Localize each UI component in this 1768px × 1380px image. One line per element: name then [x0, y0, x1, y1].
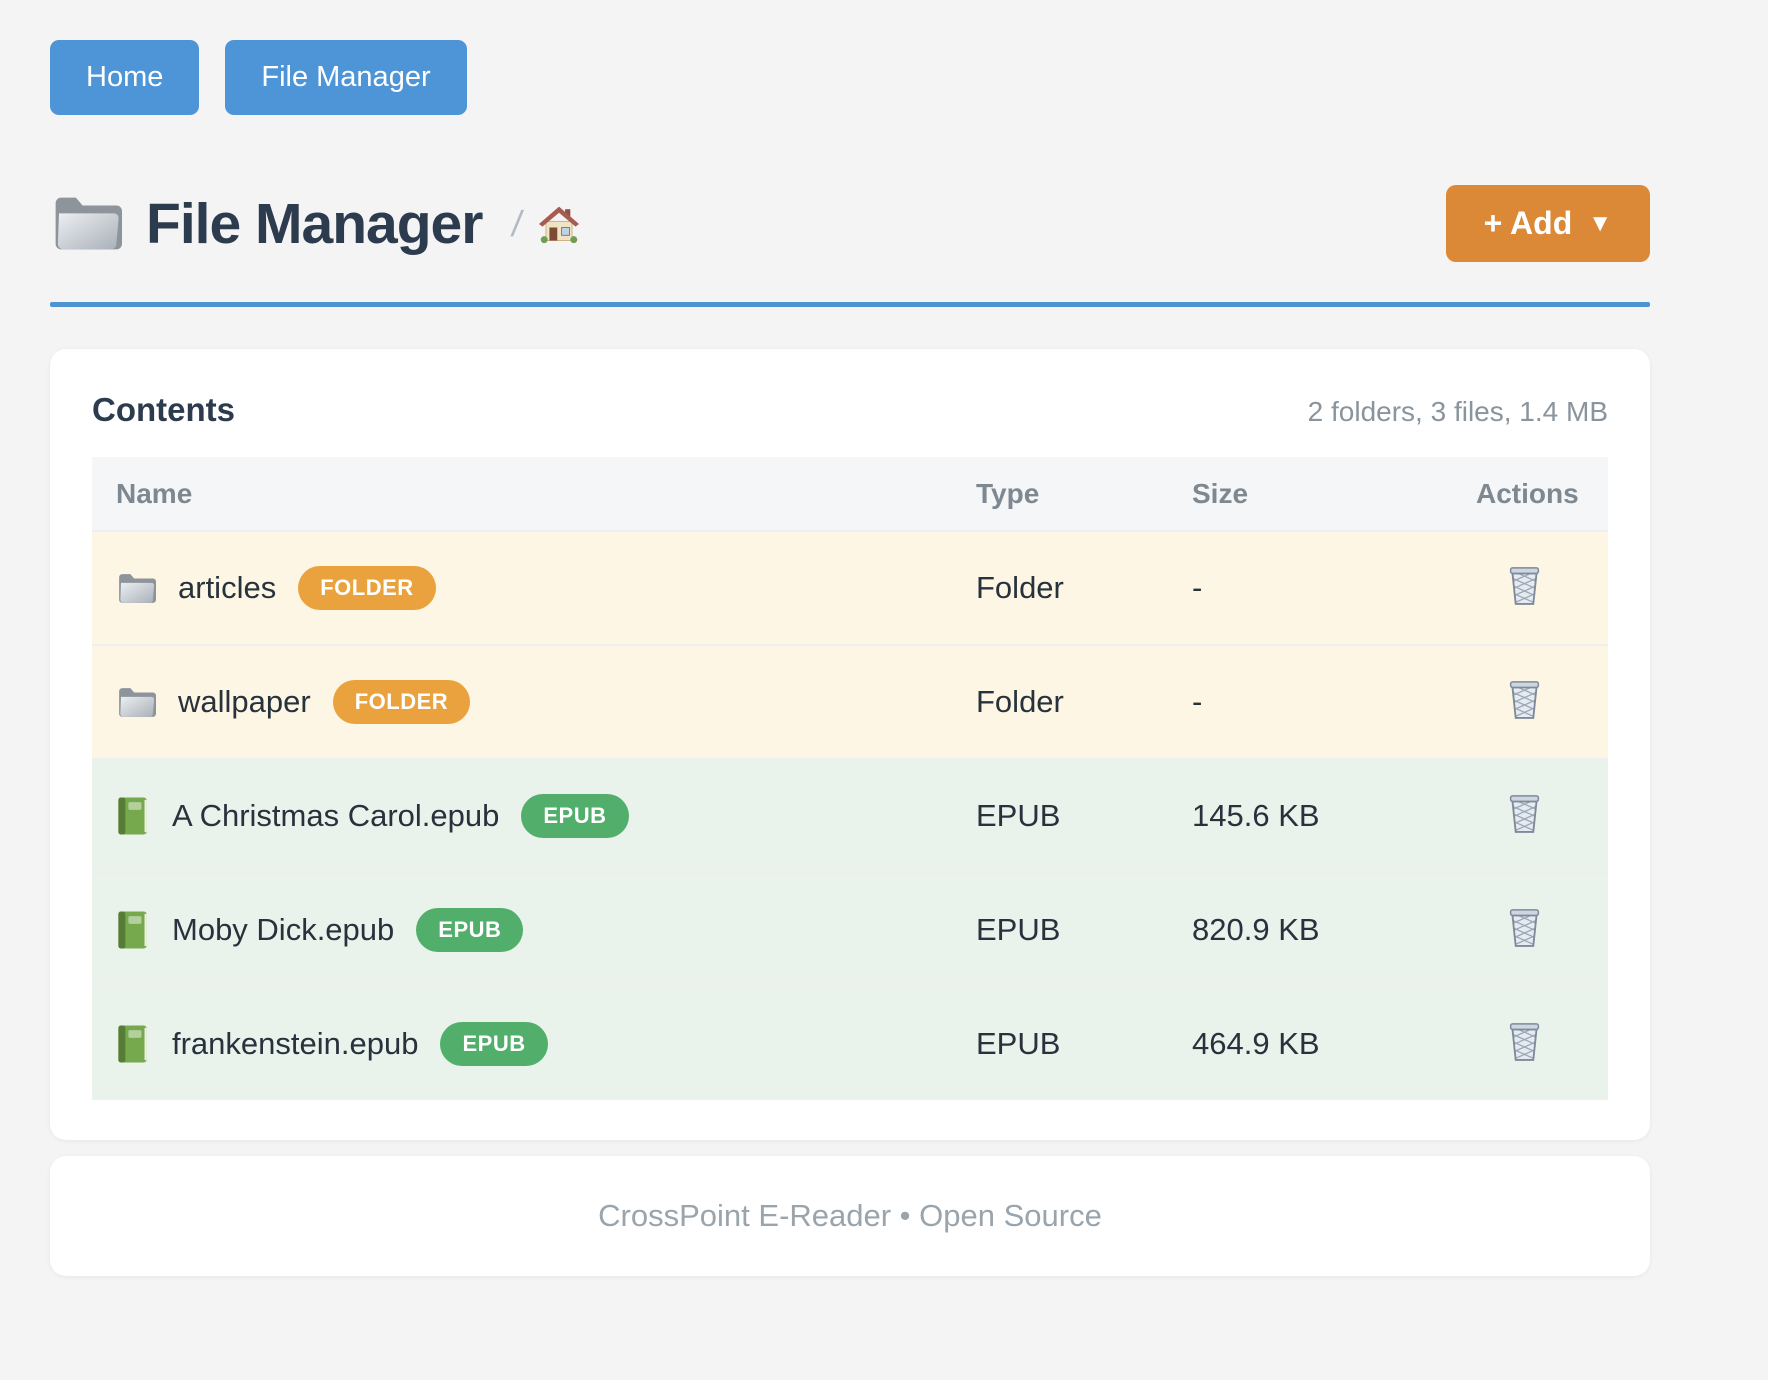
footer-text: CrossPoint E-Reader • Open Source [598, 1198, 1102, 1233]
page-header: File Manager / + Add ▼ [50, 185, 1650, 262]
size-cell: - [1192, 684, 1203, 719]
title-underline [50, 302, 1650, 307]
house-icon [538, 232, 580, 247]
type-badge: FOLDER [332, 680, 471, 724]
page-title: File Manager [146, 191, 483, 256]
trash-icon [1506, 1050, 1543, 1065]
size-cell: 820.9 KB [1192, 912, 1320, 947]
trash-icon [1506, 822, 1543, 837]
type-cell: Folder [976, 570, 1064, 605]
add-button[interactable]: + Add ▼ [1445, 185, 1650, 262]
breadcrumb-separator: / [509, 202, 526, 244]
type-badge: EPUB [521, 794, 629, 838]
book-icon [116, 796, 150, 836]
type-cell: EPUB [976, 912, 1061, 947]
actions-cell [1452, 905, 1608, 956]
trash-icon [1506, 594, 1543, 609]
trash-icon [1506, 936, 1543, 951]
type-cell: EPUB [976, 798, 1061, 833]
name-cell: frankenstein.epub EPUB [92, 1022, 952, 1066]
folder-icon [116, 685, 156, 720]
column-header-actions: Actions [1476, 477, 1579, 509]
home-button[interactable]: Home [50, 40, 200, 115]
book-icon [116, 1024, 150, 1064]
size-cell: - [1192, 570, 1203, 605]
breadcrumb: / [509, 202, 580, 245]
contents-summary: 2 folders, 3 files, 1.4 MB [1307, 396, 1608, 427]
file-manager-button[interactable]: File Manager [225, 40, 467, 115]
type-badge: EPUB [440, 1022, 548, 1066]
actions-cell [1452, 791, 1608, 842]
item-name-link[interactable]: Moby Dick.epub [172, 912, 395, 947]
item-name-link[interactable]: frankenstein.epub [172, 1026, 419, 1061]
file-table: Name Type Size Actions articles FOLDER F… [92, 457, 1608, 1100]
item-name-link[interactable]: wallpaper [178, 684, 311, 719]
name-cell: A Christmas Carol.epub EPUB [92, 794, 952, 838]
page: Home File Manager File Manager / + Add ▼… [50, 40, 1650, 1276]
size-cell: 145.6 KB [1192, 798, 1320, 833]
delete-button[interactable] [1506, 791, 1543, 834]
table-row: Moby Dick.epub EPUB EPUB 820.9 KB [92, 872, 1608, 986]
type-badge: FOLDER [298, 566, 436, 610]
table-row: frankenstein.epub EPUB EPUB 464.9 KB [92, 986, 1608, 1100]
contents-card: Contents 2 folders, 3 files, 1.4 MB Name… [50, 349, 1650, 1140]
item-name-link[interactable]: articles [178, 570, 277, 605]
chevron-down-icon: ▼ [1588, 209, 1612, 237]
table-row: A Christmas Carol.epub EPUB EPUB 145.6 K… [92, 758, 1608, 872]
column-header-size: Size [1192, 477, 1249, 509]
table-row: articles FOLDER Folder - [92, 530, 1608, 644]
table-header-row: Name Type Size Actions [92, 457, 1608, 530]
footer-card: CrossPoint E-Reader • Open Source [50, 1156, 1650, 1276]
delete-button[interactable] [1506, 905, 1543, 948]
item-name-link[interactable]: A Christmas Carol.epub [172, 798, 500, 833]
name-cell: wallpaper FOLDER [92, 680, 952, 724]
column-header-name: Name [116, 477, 193, 509]
delete-button[interactable] [1506, 563, 1543, 606]
size-cell: 464.9 KB [1192, 1026, 1320, 1061]
name-cell: Moby Dick.epub EPUB [92, 908, 952, 952]
book-icon [116, 910, 150, 950]
type-cell: Folder [976, 684, 1064, 719]
delete-button[interactable] [1506, 1019, 1543, 1062]
actions-cell [1452, 1019, 1608, 1070]
table-row: wallpaper FOLDER Folder - [92, 644, 1608, 758]
actions-cell [1452, 563, 1608, 614]
actions-cell [1452, 677, 1608, 728]
delete-button[interactable] [1506, 677, 1543, 720]
breadcrumb-home-link[interactable] [538, 204, 580, 244]
folder-icon [50, 192, 122, 255]
contents-title: Contents [92, 391, 235, 428]
column-header-type: Type [976, 477, 1040, 509]
top-nav: Home File Manager [50, 40, 1650, 115]
trash-icon [1506, 708, 1543, 723]
type-cell: EPUB [976, 1026, 1061, 1061]
type-badge: EPUB [416, 908, 524, 952]
folder-icon [116, 571, 156, 606]
name-cell: articles FOLDER [92, 566, 952, 610]
contents-card-header: Contents 2 folders, 3 files, 1.4 MB [92, 391, 1608, 429]
add-button-label: + Add [1483, 205, 1573, 241]
